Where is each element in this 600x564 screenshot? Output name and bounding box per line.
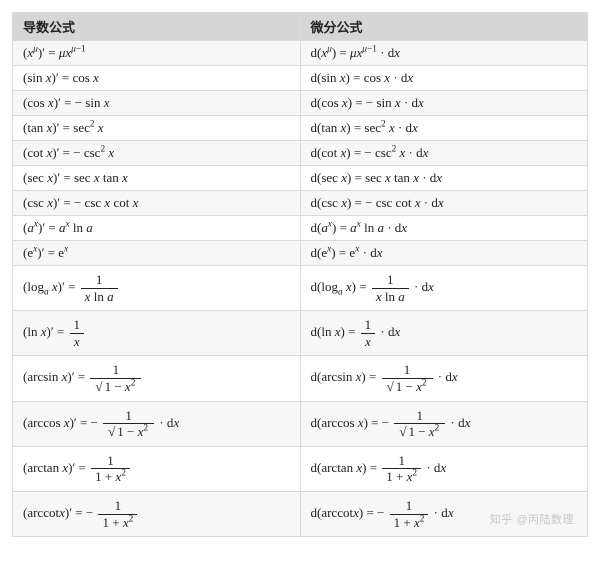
table-row: (tan x)′ = sec2 xd(tan x) = sec2 x · dx: [13, 116, 588, 141]
differential-cell: d(xμ) = μxμ−1 · dx: [300, 41, 588, 66]
table-row: (xμ)′ = μxμ−1d(xμ) = μxμ−1 · dx: [13, 41, 588, 66]
table-row: (cos x)′ = − sin xd(cos x) = − sin x · d…: [13, 91, 588, 116]
table-row: (cot x)′ = − csc2 xd(cot x) = − csc2 x ·…: [13, 141, 588, 166]
header-left: 导数公式: [13, 13, 301, 41]
derivative-cell: (cos x)′ = − sin x: [13, 91, 301, 116]
derivative-cell: (arctan x)′ = 11 + x2: [13, 446, 301, 491]
derivative-cell: (arcsin x)′ = 11 − x2: [13, 356, 301, 401]
derivative-cell: (tan x)′ = sec2 x: [13, 116, 301, 141]
differential-cell: d(sec x) = sec x tan x · dx: [300, 166, 588, 191]
differential-cell: d(cos x) = − sin x · dx: [300, 91, 588, 116]
derivative-cell: (arccos x)′ = − 11 − x2 · dx: [13, 401, 301, 446]
differential-cell: d(cot x) = − csc2 x · dx: [300, 141, 588, 166]
differential-cell: d(loga x) = 1x ln a · dx: [300, 266, 588, 311]
derivative-cell: (csc x)′ = − csc x cot x: [13, 191, 301, 216]
table-row: (ax)′ = ax ln ad(ax) = ax ln a · dx: [13, 216, 588, 241]
table-row: (sin x)′ = cos xd(sin x) = cos x · dx: [13, 66, 588, 91]
derivative-cell: (sin x)′ = cos x: [13, 66, 301, 91]
table-row: (arctan x)′ = 11 + x2d(arctan x) = 11 + …: [13, 446, 588, 491]
derivative-cell: (ax)′ = ax ln a: [13, 216, 301, 241]
differential-cell: d(arccotx) = − 11 + x2 · dx: [300, 491, 588, 536]
formula-table: 导数公式 微分公式 (xμ)′ = μxμ−1d(xμ) = μxμ−1 · d…: [12, 12, 588, 537]
header-right: 微分公式: [300, 13, 588, 41]
table-row: (ln x)′ = 1xd(ln x) = 1x · dx: [13, 311, 588, 356]
differential-cell: d(csc x) = − csc cot x · dx: [300, 191, 588, 216]
differential-cell: d(arctan x) = 11 + x2 · dx: [300, 446, 588, 491]
table-row: (arccos x)′ = − 11 − x2 · dxd(arccos x) …: [13, 401, 588, 446]
differential-cell: d(ex) = ex · dx: [300, 241, 588, 266]
derivative-cell: (loga x)′ = 1x ln a: [13, 266, 301, 311]
table-row: (sec x)′ = sec x tan xd(sec x) = sec x t…: [13, 166, 588, 191]
differential-cell: d(arcsin x) = 11 − x2 · dx: [300, 356, 588, 401]
table-row: (arcsin x)′ = 11 − x2d(arcsin x) = 11 − …: [13, 356, 588, 401]
table-row: (arccotx)′ = − 11 + x2d(arccotx) = − 11 …: [13, 491, 588, 536]
derivative-cell: (ex)′ = ex: [13, 241, 301, 266]
table-row: (csc x)′ = − csc x cot xd(csc x) = − csc…: [13, 191, 588, 216]
derivative-cell: (ln x)′ = 1x: [13, 311, 301, 356]
derivative-cell: (arccotx)′ = − 11 + x2: [13, 491, 301, 536]
table-row: (ex)′ = exd(ex) = ex · dx: [13, 241, 588, 266]
derivative-cell: (sec x)′ = sec x tan x: [13, 166, 301, 191]
table-row: (loga x)′ = 1x ln ad(loga x) = 1x ln a ·…: [13, 266, 588, 311]
differential-cell: d(arccos x) = − 11 − x2 · dx: [300, 401, 588, 446]
derivative-cell: (xμ)′ = μxμ−1: [13, 41, 301, 66]
differential-cell: d(sin x) = cos x · dx: [300, 66, 588, 91]
differential-cell: d(ax) = ax ln a · dx: [300, 216, 588, 241]
derivative-cell: (cot x)′ = − csc2 x: [13, 141, 301, 166]
differential-cell: d(tan x) = sec2 x · dx: [300, 116, 588, 141]
differential-cell: d(ln x) = 1x · dx: [300, 311, 588, 356]
